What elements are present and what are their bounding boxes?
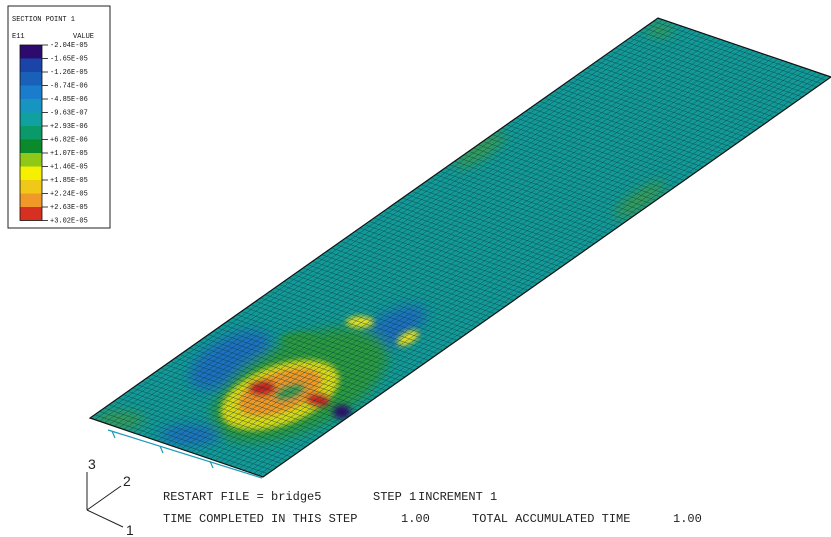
legend-column: VALUE bbox=[73, 33, 94, 41]
time-label: TIME COMPLETED IN THIS STEP bbox=[163, 512, 357, 526]
legend-swatch bbox=[20, 59, 42, 73]
axis-triad: 3 2 1 bbox=[87, 456, 134, 537]
legend-swatch bbox=[20, 194, 42, 208]
legend-label: -1.65E-05 bbox=[50, 55, 88, 63]
legend-swatch bbox=[20, 86, 42, 100]
legend-label: +1.46E-05 bbox=[50, 163, 88, 171]
axis-label: 3 bbox=[88, 456, 96, 472]
legend-label: -1.26E-05 bbox=[50, 69, 88, 77]
increment: INCREMENT 1 bbox=[418, 490, 497, 504]
legend-swatch bbox=[20, 72, 42, 86]
legend-swatch bbox=[20, 99, 42, 113]
legend-label: -8.74E-06 bbox=[50, 82, 88, 90]
status-text: RESTART FILE = bridge5 STEP 1 INCREMENT … bbox=[163, 490, 702, 526]
legend-label: +2.63E-05 bbox=[50, 204, 88, 212]
axis-label: 2 bbox=[123, 473, 131, 489]
legend-label: +2.93E-06 bbox=[50, 123, 88, 131]
plate-model bbox=[90, 18, 831, 478]
legend-swatch bbox=[20, 113, 42, 127]
legend-label: +3.02E-05 bbox=[50, 217, 88, 225]
legend-label: +1.07E-05 bbox=[50, 150, 88, 158]
step: STEP 1 bbox=[373, 490, 416, 504]
legend-label: +6.82E-06 bbox=[50, 136, 88, 144]
legend: SECTION POINT 1 E11 VALUE -2.04E-05 -1.65… bbox=[8, 6, 110, 228]
legend-label: -4.85E-06 bbox=[50, 96, 88, 104]
legend-swatch bbox=[20, 167, 42, 181]
legend-swatch bbox=[20, 140, 42, 154]
legend-swatch bbox=[20, 207, 42, 221]
axis-label: 1 bbox=[126, 522, 134, 537]
time-value: 1.00 bbox=[401, 512, 430, 526]
legend-swatch bbox=[20, 180, 42, 194]
legend-swatch bbox=[20, 126, 42, 140]
legend-variable: E11 bbox=[12, 33, 25, 41]
restart-file: RESTART FILE = bridge5 bbox=[163, 490, 321, 504]
legend-label: -9.63E-07 bbox=[50, 109, 88, 117]
legend-swatch bbox=[20, 45, 42, 59]
legend-swatch bbox=[20, 153, 42, 167]
legend-label: +1.85E-05 bbox=[50, 177, 88, 185]
total-label: TOTAL ACCUMULATED TIME bbox=[472, 512, 630, 526]
total-value: 1.00 bbox=[673, 512, 702, 526]
viewport: SECTION POINT 1 E11 VALUE -2.04E-05 -1.65… bbox=[0, 0, 831, 537]
legend-title: SECTION POINT 1 bbox=[12, 16, 75, 24]
legend-label: +2.24E-05 bbox=[50, 190, 88, 198]
legend-label: -2.04E-05 bbox=[50, 42, 88, 50]
